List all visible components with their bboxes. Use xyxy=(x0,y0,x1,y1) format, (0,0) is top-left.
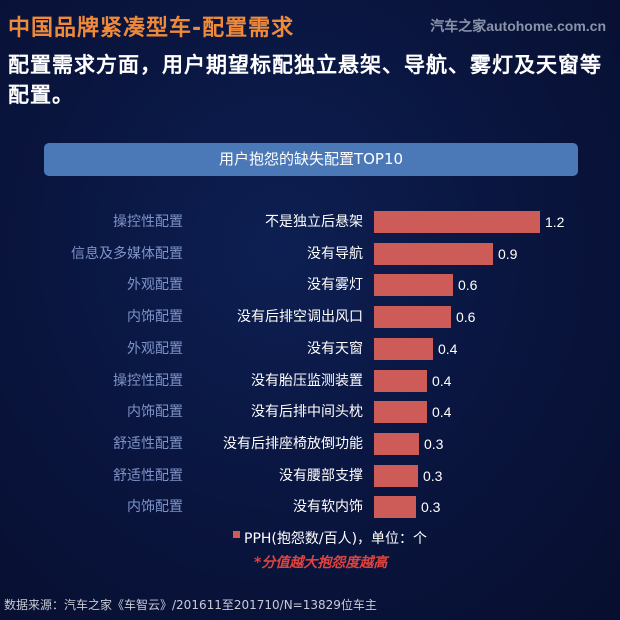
row-item-label: 没有导航 xyxy=(307,245,363,262)
bar-value: 0.3 xyxy=(421,499,441,516)
chart-row: 舒适性配置 没有腰部支撑 0.3 xyxy=(0,464,620,487)
chart-row: 外观配置 没有天窗 0.4 xyxy=(0,337,620,360)
chart-title: 用户抱怨的缺失配置TOP10 xyxy=(44,143,578,176)
chart-row: 舒适性配置 没有后排座椅放倒功能 0.3 xyxy=(0,432,620,455)
row-item-label: 没有后排中间头枕 xyxy=(251,404,363,421)
row-item-label: 没有软内饰 xyxy=(293,499,363,516)
row-category: 内饰配置 xyxy=(127,309,183,326)
row-item-label: 没有后排空调出风口 xyxy=(237,309,363,326)
bar xyxy=(374,211,540,233)
chart-row: 信息及多媒体配置 没有导航 0.9 xyxy=(0,242,620,265)
chart-note: *分值越大抱怨度越高 xyxy=(254,555,388,571)
row-category: 舒适性配置 xyxy=(113,467,183,484)
row-category: 内饰配置 xyxy=(127,404,183,421)
bar xyxy=(374,432,419,455)
bar-value: 0.3 xyxy=(424,435,444,452)
chart-row: 操控性配置 没有胎压监测装置 0.4 xyxy=(0,369,620,392)
bar-value: 0.9 xyxy=(498,245,518,262)
row-category: 外观配置 xyxy=(127,340,183,357)
chart-legend: PPH(抱怨数/百人)，单位：个 xyxy=(233,528,427,548)
page-subtitle: 配置需求方面，用户期望标配独立悬架、导航、雾灯及天窗等配置。 xyxy=(8,53,602,107)
row-item-label: 没有后排座椅放倒功能 xyxy=(223,435,363,452)
row-item-label: 没有雾灯 xyxy=(307,277,363,294)
bar-value: 1.2 xyxy=(545,214,565,230)
bar-value: 0.4 xyxy=(432,372,452,389)
row-category: 操控性配置 xyxy=(113,214,183,230)
page-title: 中国品牌紧凑型车-配置需求 xyxy=(8,16,295,41)
legend-swatch-icon xyxy=(233,531,240,538)
row-category: 内饰配置 xyxy=(127,499,183,516)
bar xyxy=(374,369,427,392)
row-item-label: 不是独立后悬架 xyxy=(265,214,363,230)
row-category: 外观配置 xyxy=(127,277,183,294)
row-category: 操控性配置 xyxy=(113,372,183,389)
bar xyxy=(374,274,453,297)
row-item-label: 没有天窗 xyxy=(307,340,363,357)
row-item-label: 没有胎压监测装置 xyxy=(251,372,363,389)
chart-row: 操控性配置 不是独立后悬架 1.2 xyxy=(0,211,620,233)
chart-row: 内饰配置 没有后排中间头枕 0.4 xyxy=(0,401,620,424)
bar-value: 0.4 xyxy=(438,340,458,357)
bar xyxy=(374,242,493,265)
bar xyxy=(374,306,451,329)
bar-value: 0.6 xyxy=(456,309,476,326)
bar-value: 0.3 xyxy=(423,467,443,484)
chart-row: 内饰配置 没有软内饰 0.3 xyxy=(0,496,620,519)
bar xyxy=(374,401,427,424)
row-category: 信息及多媒体配置 xyxy=(71,245,183,262)
bar-value: 0.6 xyxy=(458,277,478,294)
brand-watermark: 汽车之家autohome.com.cn xyxy=(430,18,606,34)
chart-row: 内饰配置 没有后排空调出风口 0.6 xyxy=(0,306,620,329)
data-source: 数据来源：汽车之家《车智云》/201611至201710/N=13829位车主 xyxy=(4,598,377,612)
bar-value: 0.4 xyxy=(432,404,452,421)
bar xyxy=(374,337,433,360)
row-item-label: 没有腰部支撑 xyxy=(279,467,363,484)
legend-label: PPH(抱怨数/百人)，单位：个 xyxy=(244,531,428,547)
chart-row: 外观配置 没有雾灯 0.6 xyxy=(0,274,620,297)
bar xyxy=(374,464,418,487)
bar xyxy=(374,496,416,519)
row-category: 舒适性配置 xyxy=(113,435,183,452)
